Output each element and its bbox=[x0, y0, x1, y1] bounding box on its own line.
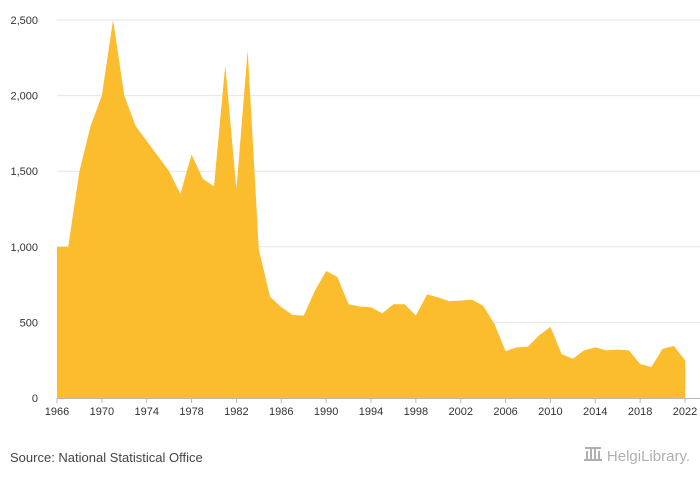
data-point-2012[interactable] bbox=[570, 356, 576, 362]
data-point-2007[interactable] bbox=[514, 344, 520, 350]
y-tick-label-1: 500 bbox=[20, 317, 38, 329]
y-tick-label-3: 1,500 bbox=[10, 166, 38, 178]
x-tick-label-11: 2010 bbox=[538, 406, 562, 418]
data-point-1981[interactable] bbox=[222, 62, 228, 68]
y-axis-tick-labels: 0 500 1,000 1,500 2,000 2,500 bbox=[10, 15, 38, 405]
x-tick-label-6: 1990 bbox=[314, 406, 338, 418]
data-point-2015[interactable] bbox=[604, 347, 610, 353]
data-point-2011[interactable] bbox=[559, 351, 565, 357]
data-point-2008[interactable] bbox=[525, 344, 531, 350]
data-point-2017[interactable] bbox=[626, 347, 632, 353]
data-point-1968[interactable] bbox=[76, 168, 82, 174]
x-tick-label-0: 1966 bbox=[45, 406, 69, 418]
x-tick-label-2: 1974 bbox=[134, 406, 158, 418]
data-point-2010[interactable] bbox=[547, 324, 553, 330]
data-point-1976[interactable] bbox=[166, 168, 172, 174]
data-point-1989[interactable] bbox=[312, 288, 318, 294]
data-point-1991[interactable] bbox=[334, 274, 340, 280]
data-point-2006[interactable] bbox=[503, 348, 509, 354]
data-point-1983[interactable] bbox=[245, 47, 251, 53]
x-tick-label-5: 1986 bbox=[269, 406, 293, 418]
data-point-2009[interactable] bbox=[536, 332, 542, 338]
x-tick-label-13: 2018 bbox=[628, 406, 652, 418]
source-note: Source: National Statistical Office bbox=[10, 450, 203, 465]
data-point-1980[interactable] bbox=[211, 183, 217, 189]
data-point-1972[interactable] bbox=[121, 93, 127, 99]
data-point-1999[interactable] bbox=[424, 291, 430, 297]
area-series bbox=[54, 17, 688, 398]
x-tick-label-12: 2014 bbox=[583, 406, 607, 418]
data-point-2020[interactable] bbox=[660, 346, 666, 352]
data-point-2016[interactable] bbox=[615, 347, 621, 353]
x-tick-label-7: 1994 bbox=[359, 406, 383, 418]
data-point-2001[interactable] bbox=[447, 298, 453, 304]
data-point-1978[interactable] bbox=[189, 152, 195, 158]
data-point-1996[interactable] bbox=[390, 301, 396, 307]
data-point-1986[interactable] bbox=[278, 304, 284, 310]
x-tick-label-4: 1982 bbox=[224, 406, 248, 418]
data-point-1982[interactable] bbox=[233, 186, 239, 192]
data-point-2014[interactable] bbox=[592, 344, 598, 350]
brand-name: HelgiLibrary. bbox=[606, 448, 690, 465]
data-point-2005[interactable] bbox=[491, 321, 497, 327]
data-point-1987[interactable] bbox=[290, 312, 296, 318]
x-tick-label-10: 2006 bbox=[493, 406, 517, 418]
data-point-1985[interactable] bbox=[267, 294, 273, 300]
data-point-1973[interactable] bbox=[133, 123, 139, 129]
data-point-1998[interactable] bbox=[413, 313, 419, 319]
data-point-1969[interactable] bbox=[88, 123, 94, 129]
data-point-1994[interactable] bbox=[368, 304, 374, 310]
data-point-1966[interactable] bbox=[54, 244, 60, 250]
data-point-1979[interactable] bbox=[200, 176, 206, 182]
x-tick-label-3: 1978 bbox=[179, 406, 203, 418]
data-point-1967[interactable] bbox=[65, 244, 71, 250]
x-tick-label-1: 1970 bbox=[90, 406, 114, 418]
data-point-1990[interactable] bbox=[323, 268, 329, 274]
data-point-2019[interactable] bbox=[648, 364, 654, 370]
y-tick-label-0: 0 bbox=[32, 393, 38, 405]
x-axis-tick-labels: 1966 1970 1974 1978 1982 1986 1990 1994 1998 2002… bbox=[45, 398, 697, 418]
data-point-2021[interactable] bbox=[671, 343, 677, 349]
data-point-2018[interactable] bbox=[637, 361, 643, 367]
data-point-2004[interactable] bbox=[480, 303, 486, 309]
data-point-1971[interactable] bbox=[110, 17, 116, 23]
data-point-2013[interactable] bbox=[581, 347, 587, 353]
x-tick-label-9: 2002 bbox=[448, 406, 472, 418]
data-point-1977[interactable] bbox=[177, 191, 183, 197]
data-point-1997[interactable] bbox=[402, 301, 408, 307]
data-point-1974[interactable] bbox=[144, 138, 150, 144]
library-building-icon bbox=[583, 446, 603, 467]
data-point-2002[interactable] bbox=[458, 297, 464, 303]
data-point-1993[interactable] bbox=[357, 304, 363, 310]
data-point-1988[interactable] bbox=[301, 313, 307, 319]
data-point-1970[interactable] bbox=[99, 93, 105, 99]
x-tick-label-8: 1998 bbox=[404, 406, 428, 418]
data-point-2000[interactable] bbox=[435, 294, 441, 300]
data-point-1992[interactable] bbox=[346, 301, 352, 307]
data-point-2003[interactable] bbox=[469, 297, 475, 303]
data-point-1984[interactable] bbox=[256, 247, 262, 253]
x-tick-label-14: 2022 bbox=[673, 406, 697, 418]
y-tick-label-2: 1,000 bbox=[10, 242, 38, 254]
data-point-2022[interactable] bbox=[682, 357, 688, 363]
y-tick-label-4: 2,000 bbox=[10, 91, 38, 103]
data-point-1995[interactable] bbox=[379, 310, 385, 316]
data-point-1975[interactable] bbox=[155, 153, 161, 159]
brand-logo[interactable]: HelgiLibrary. bbox=[583, 446, 690, 467]
y-tick-label-5: 2,500 bbox=[10, 15, 38, 27]
area-series-0 bbox=[57, 20, 685, 398]
